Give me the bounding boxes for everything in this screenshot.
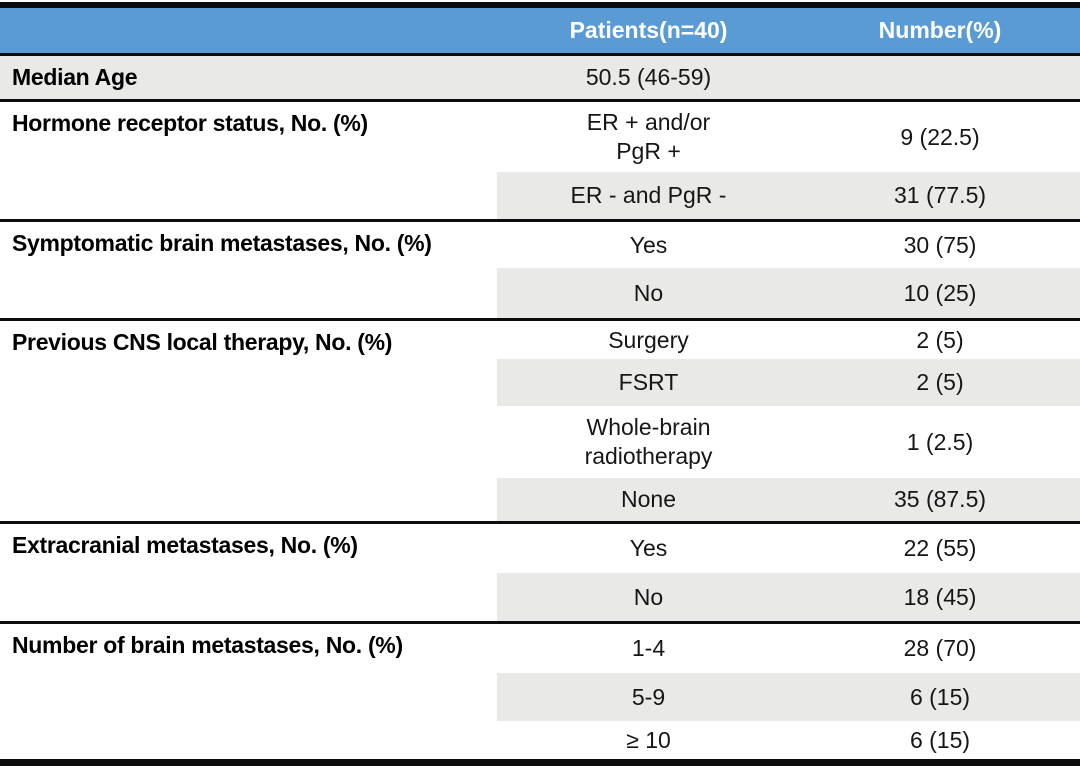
section-symptomatic-brain-metastases: Symptomatic brain metastases, No. (%) Ye… bbox=[0, 222, 1080, 318]
row-label: Hormone receptor status, No. (%) bbox=[12, 110, 368, 136]
number-cell: 9 (22.5) bbox=[900, 123, 980, 150]
table-row: No 18 (45) bbox=[497, 573, 1080, 621]
table-row: No 10 (25) bbox=[497, 268, 1080, 318]
number-cell: 10 (25) bbox=[903, 279, 977, 306]
table-row: Surgery 2 (5) bbox=[497, 321, 1080, 359]
table-row: ER + and/or PgR + 9 (22.5) bbox=[497, 102, 1080, 172]
section-extracranial-metastases: Extracranial metastases, No. (%) Yes 22 … bbox=[0, 524, 1080, 621]
number-cell: 18 (45) bbox=[903, 583, 977, 610]
section-previous-cns-local-therapy: Previous CNS local therapy, No. (%) Surg… bbox=[0, 321, 1080, 521]
number-cell: 28 (70) bbox=[903, 635, 977, 662]
section-number-of-brain-metastases: Number of brain metastases, No. (%) 1-4 … bbox=[0, 624, 1080, 759]
header-number-cell: Number(%) bbox=[878, 17, 1002, 43]
section-hormone-receptor-status: Hormone receptor status, No. (%) ER + an… bbox=[0, 102, 1080, 219]
number-cell: 31 (77.5) bbox=[893, 182, 987, 209]
number-cell: 30 (75) bbox=[903, 231, 977, 258]
table-top-rule bbox=[0, 2, 1080, 8]
patients-cell: Whole-brain radiotherapy bbox=[584, 414, 713, 469]
number-cell: 6 (15) bbox=[909, 726, 971, 753]
section-divider bbox=[0, 219, 1080, 222]
header-empty-cell bbox=[0, 8, 497, 53]
section-divider bbox=[0, 53, 1080, 56]
table-row: Whole-brain radiotherapy 1 (2.5) bbox=[497, 406, 1080, 478]
table-row: 5-9 6 (15) bbox=[497, 673, 1080, 721]
number-cell bbox=[800, 56, 1080, 99]
number-cell: 2 (5) bbox=[916, 326, 964, 353]
number-cell: 6 (15) bbox=[909, 683, 971, 710]
patients-cell: Yes bbox=[629, 231, 668, 258]
table-bottom-rule bbox=[0, 759, 1080, 766]
patients-cell: ≥ 10 bbox=[626, 726, 671, 753]
table-row: ER - and PgR - 31 (77.5) bbox=[497, 172, 1080, 219]
section-divider bbox=[0, 521, 1080, 524]
table-row: FSRT 2 (5) bbox=[497, 359, 1080, 406]
patients-cell: None bbox=[621, 486, 676, 513]
table-row: 50.5 (46-59) bbox=[497, 56, 1080, 99]
patients-cell: 50.5 (46-59) bbox=[585, 64, 712, 91]
section-divider bbox=[0, 621, 1080, 624]
table-row: ≥ 10 6 (15) bbox=[497, 721, 1080, 759]
section-median-age: Median Age 50.5 (46-59) bbox=[0, 56, 1080, 99]
table-header-row: Patients(n=40) Number(%) bbox=[0, 8, 1080, 53]
patients-cell: Yes bbox=[629, 535, 668, 562]
patients-cell: Surgery bbox=[608, 326, 689, 353]
table-row: 1-4 28 (70) bbox=[497, 624, 1080, 673]
row-label: Previous CNS local therapy, No. (%) bbox=[12, 329, 393, 355]
number-cell: 1 (2.5) bbox=[906, 428, 974, 455]
table-row: None 35 (87.5) bbox=[497, 478, 1080, 521]
patients-cell: No bbox=[633, 583, 664, 610]
number-cell: 2 (5) bbox=[916, 369, 964, 396]
patients-cell: ER + and/or PgR + bbox=[586, 109, 711, 164]
section-divider bbox=[0, 99, 1080, 102]
table-row: Yes 22 (55) bbox=[497, 524, 1080, 573]
section-divider bbox=[0, 318, 1080, 321]
row-label: Extracranial metastases, No. (%) bbox=[12, 532, 358, 558]
patients-cell: FSRT bbox=[618, 369, 679, 396]
number-cell: 22 (55) bbox=[903, 535, 977, 562]
row-label: Number of brain metastases, No. (%) bbox=[12, 632, 403, 658]
row-label: Symptomatic brain metastases, No. (%) bbox=[12, 230, 432, 256]
patients-cell: No bbox=[633, 279, 664, 306]
patients-cell: 1-4 bbox=[631, 635, 666, 662]
patients-cell: ER - and PgR - bbox=[570, 182, 727, 209]
number-cell: 35 (87.5) bbox=[893, 486, 987, 513]
table-row: Yes 30 (75) bbox=[497, 222, 1080, 268]
header-patients-cell: Patients(n=40) bbox=[569, 17, 728, 43]
patients-cell: 5-9 bbox=[631, 683, 666, 710]
row-label: Median Age bbox=[12, 63, 138, 90]
